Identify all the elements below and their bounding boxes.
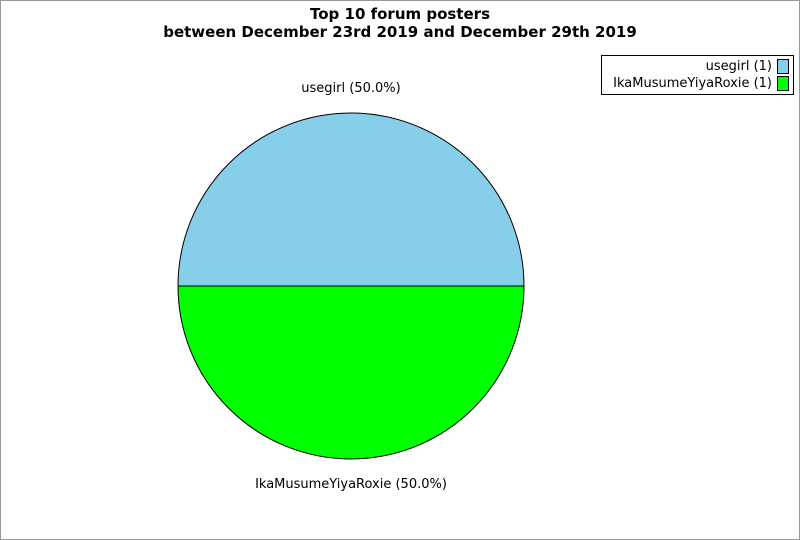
slice-label-ikamusumeyiyaroxie: IkaMusumeYiyaRoxie (50.0%) [255, 477, 447, 492]
slice-label-usegirl: usegirl (50.0%) [301, 81, 401, 96]
legend-item-ikamusumeyiyaroxie: IkaMusumeYiyaRoxie (1) [606, 75, 789, 92]
chart-title-line2: between December 23rd 2019 and December … [163, 23, 637, 41]
legend-item-label: IkaMusumeYiyaRoxie (1) [613, 76, 772, 91]
legend-item-label: usegirl (1) [705, 59, 772, 74]
legend: usegirl (1) IkaMusumeYiyaRoxie (1) [601, 55, 794, 95]
chart-title: Top 10 forum posters between December 23… [1, 5, 799, 41]
pie-slice-usegirl [177, 112, 525, 287]
legend-swatch-usegirl [777, 59, 789, 74]
pie-slice-ikamusumeyiyaroxie [177, 285, 525, 460]
chart-title-line1: Top 10 forum posters [310, 5, 490, 23]
legend-swatch-ikamusumeyiyaroxie [777, 76, 789, 91]
pie-chart [177, 112, 525, 460]
legend-item-usegirl: usegirl (1) [606, 58, 789, 75]
